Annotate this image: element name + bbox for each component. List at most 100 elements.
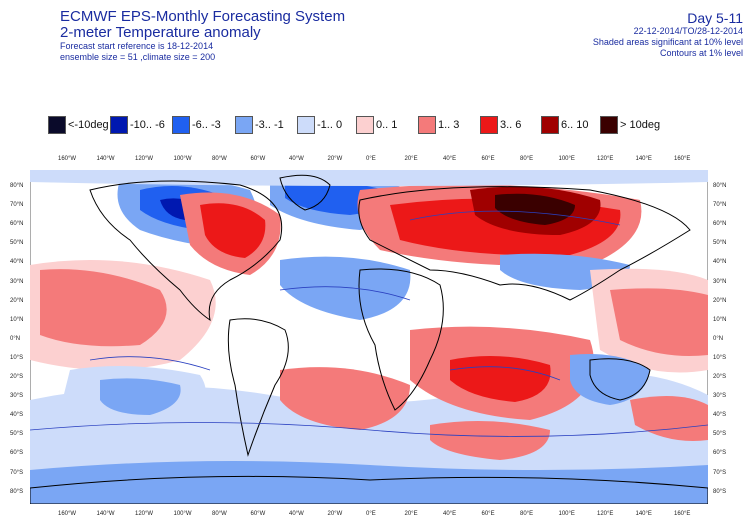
legend-swatch (480, 116, 498, 134)
lon-tick-label: 160°E (674, 156, 691, 162)
anomaly-region (30, 461, 708, 504)
legend-label: 0.. 1 (376, 119, 398, 131)
legend-label: <-10deg (68, 119, 109, 131)
legend-item: -10.. -6 (110, 115, 165, 135)
lat-tick-label: 30°S (10, 393, 24, 400)
anomaly-region (450, 356, 551, 402)
lon-tick-label: 160°E (674, 511, 691, 517)
legend-item: 0.. 1 (356, 115, 397, 135)
forecast-period: 22-12-2014/TO/28-12-2014 (633, 26, 743, 36)
legend-item: 1.. 3 (418, 115, 459, 135)
lat-tick-label: 50°S (713, 431, 727, 438)
page-title: ECMWF EPS-Monthly Forecasting System (60, 8, 346, 25)
legend-label: -3.. -1 (255, 119, 284, 131)
lat-tick-label: 50°N (713, 240, 727, 247)
lat-tick-label: 40°N (713, 259, 727, 266)
lat-tick-label: 20°N (10, 297, 24, 304)
lon-tick-label: 60°E (481, 156, 495, 162)
lon-tick-label: 60°E (481, 511, 495, 517)
lat-tick-label: 30°N (713, 278, 727, 285)
significance-contour (279, 286, 411, 301)
lon-tick-label: 80°W (212, 156, 227, 162)
legend-item: -6.. -3 (172, 115, 221, 135)
anomaly-map (30, 170, 708, 504)
lon-tick-label: 40°E (443, 156, 457, 162)
continent-outline (358, 268, 444, 411)
contour-note: Contours at 1% level (659, 48, 743, 58)
lat-tick-label: 60°N (10, 221, 24, 228)
lon-tick-label: 160°W (58, 511, 77, 517)
anomaly-region (40, 269, 167, 347)
anomaly-region (630, 396, 708, 441)
lat-tick-label: 10°N (713, 316, 727, 323)
legend-label: 6.. 10 (561, 119, 589, 131)
lon-tick-label: 100°E (558, 156, 575, 162)
lat-tick-label: 70°S (713, 469, 727, 476)
color-legend: <-10deg -10.. -6 -6.. -3 -3.. -1 -1.. 0 0.. 1… (48, 115, 728, 135)
lat-tick-label: 0°N (10, 335, 21, 342)
lat-tick-label: 20°N (713, 297, 727, 304)
lon-tick-label: 0°E (366, 511, 376, 517)
lat-tick-label: 50°N (10, 240, 24, 247)
anomaly-region (610, 288, 708, 356)
significance-contour (409, 210, 621, 226)
lon-tick-label: 40°E (443, 511, 457, 517)
legend-swatch (600, 116, 618, 134)
lat-tick-label: 70°N (713, 202, 727, 209)
lon-tick-label: 20°W (327, 156, 343, 162)
significance-contour (89, 356, 211, 371)
forecast-reference: Forecast start reference is 18-12-2014 (60, 41, 214, 51)
anomaly-region (280, 367, 410, 430)
anomaly-region (100, 378, 181, 415)
lat-tick-label: 20°S (10, 374, 24, 380)
lon-tick-label: 160°W (58, 156, 77, 162)
lat-tick-label: 40°N (10, 259, 24, 266)
continent-outline (358, 186, 691, 301)
lon-tick-label: 40°W (289, 156, 304, 162)
lon-tick-label: 100°E (558, 511, 575, 517)
lon-tick-label: 20°W (327, 511, 343, 517)
lat-tick-label: 70°N (10, 202, 24, 209)
lat-tick-label: 30°N (10, 278, 24, 285)
lon-tick-label: 80°W (212, 511, 227, 517)
lon-tick-label: 140°E (635, 156, 652, 162)
lat-tick-label: 80°S (10, 488, 24, 495)
lon-tick-label: 60°W (250, 511, 266, 517)
legend-item: 6.. 10 (541, 115, 589, 135)
continent-outline (30, 475, 708, 504)
header-left: ECMWF EPS-Monthly Forecasting System 2-m… (60, 8, 345, 63)
lat-tick-label: 60°S (713, 450, 727, 457)
lat-tick-label: 40°S (10, 412, 24, 419)
lat-tick-label: 0°N (713, 335, 724, 342)
legend-label: -6.. -3 (192, 119, 221, 131)
legend-swatch (418, 116, 436, 134)
legend-label: -1.. 0 (317, 119, 343, 131)
lon-tick-label: 40°W (289, 511, 304, 517)
legend-swatch (48, 116, 66, 134)
legend-label: 1.. 3 (438, 119, 460, 131)
lon-tick-label: 0°E (366, 156, 376, 162)
lon-tick-label: 140°W (96, 156, 115, 162)
legend-swatch (110, 116, 128, 134)
legend-item: -1.. 0 (297, 115, 342, 135)
lon-tick-label: 80°E (520, 156, 534, 162)
legend-item: 3.. 6 (480, 115, 521, 135)
significance-contour (449, 366, 561, 381)
lon-tick-label: 120°W (135, 511, 154, 517)
lat-tick-label: 20°S (713, 374, 727, 380)
continent-outline (279, 174, 331, 211)
lat-tick-label: 70°S (10, 469, 24, 476)
lon-tick-label: 120°E (597, 156, 614, 162)
lon-tick-label: 60°W (250, 156, 266, 162)
lon-tick-label: 140°E (635, 511, 652, 517)
lat-tick-label: 60°S (10, 450, 24, 457)
lat-tick-label: 10°S (10, 354, 24, 361)
lat-tick-label: 30°S (713, 393, 727, 400)
anomaly-region (430, 421, 550, 460)
header-right: Day 5-11 22-12-2014/TO/28-12-2014 Shaded… (593, 10, 743, 59)
legend-swatch (356, 116, 374, 134)
lat-tick-label: 60°N (713, 221, 727, 228)
lon-tick-label: 80°E (520, 511, 534, 517)
anomaly-region (200, 203, 266, 258)
lat-tick-label: 80°N (713, 183, 727, 189)
